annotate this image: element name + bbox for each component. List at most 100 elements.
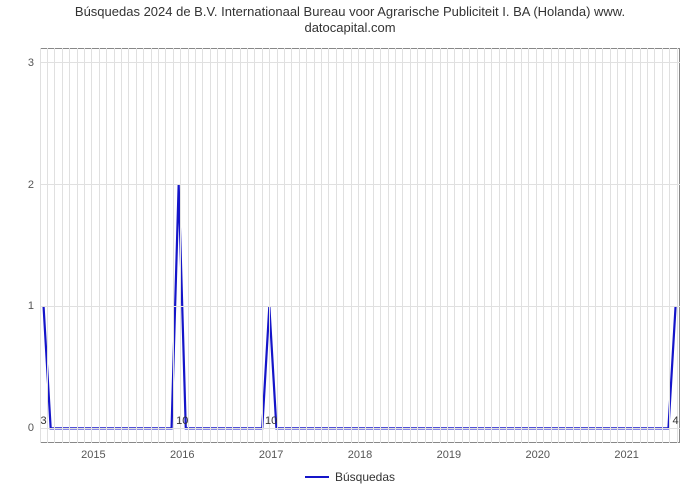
gridline-vertical xyxy=(395,48,396,443)
gridline-vertical xyxy=(514,48,515,443)
gridline-vertical xyxy=(640,48,641,443)
gridline-vertical xyxy=(121,48,122,443)
gridline-vertical xyxy=(580,48,581,443)
gridline-vertical xyxy=(632,48,633,443)
gridline-vertical xyxy=(299,48,300,443)
gridline-vertical xyxy=(499,48,500,443)
x-axis-tick-label: 2016 xyxy=(170,443,194,461)
gridline-vertical xyxy=(573,48,574,443)
gridline-vertical xyxy=(188,48,189,443)
gridline-vertical xyxy=(240,48,241,443)
chart-title: Búsquedas 2024 de B.V. Internationaal Bu… xyxy=(0,4,700,37)
gridline-vertical xyxy=(336,48,337,443)
gridline-vertical xyxy=(617,48,618,443)
gridline-vertical xyxy=(491,48,492,443)
gridline-vertical xyxy=(277,48,278,443)
gridline-vertical xyxy=(388,48,389,443)
gridline-vertical xyxy=(669,48,670,443)
gridline-vertical xyxy=(180,48,181,443)
gridline-vertical xyxy=(328,48,329,443)
gridline-vertical xyxy=(62,48,63,443)
plot-area: 01232015201620172018201920202021310104 xyxy=(40,48,680,443)
gridline-vertical xyxy=(647,48,648,443)
value-label: 10 xyxy=(265,415,277,427)
gridline-vertical xyxy=(602,48,603,443)
gridline-vertical xyxy=(654,48,655,443)
gridline-vertical xyxy=(551,48,552,443)
gridline-vertical xyxy=(380,48,381,443)
gridline-vertical xyxy=(106,48,107,443)
x-axis-tick-label: 2021 xyxy=(614,443,638,461)
gridline-vertical xyxy=(373,48,374,443)
gridline-vertical xyxy=(469,48,470,443)
y-axis-tick-label: 2 xyxy=(28,179,40,191)
value-label: 3 xyxy=(40,415,46,427)
gridline-vertical xyxy=(269,48,270,443)
gridline-vertical xyxy=(151,48,152,443)
gridline-vertical xyxy=(210,48,211,443)
gridline-vertical xyxy=(521,48,522,443)
legend: Búsquedas xyxy=(0,470,700,484)
gridline-vertical xyxy=(677,48,678,443)
legend-label: Búsquedas xyxy=(335,470,395,484)
gridline-vertical xyxy=(202,48,203,443)
gridline-vertical xyxy=(410,48,411,443)
gridline-vertical xyxy=(528,48,529,443)
gridline-vertical xyxy=(565,48,566,443)
gridline-vertical xyxy=(417,48,418,443)
gridline-vertical xyxy=(247,48,248,443)
gridline-vertical xyxy=(595,48,596,443)
gridline-vertical xyxy=(232,48,233,443)
gridline-vertical xyxy=(136,48,137,443)
gridline-vertical xyxy=(69,48,70,443)
gridline-vertical xyxy=(506,48,507,443)
gridline-vertical xyxy=(165,48,166,443)
gridline-vertical xyxy=(447,48,448,443)
y-axis-tick-label: 0 xyxy=(28,422,40,434)
gridline-vertical xyxy=(47,48,48,443)
gridline-vertical xyxy=(225,48,226,443)
x-axis-tick-label: 2017 xyxy=(259,443,283,461)
gridline-vertical xyxy=(77,48,78,443)
x-axis-tick-label: 2015 xyxy=(81,443,105,461)
y-axis-tick-label: 3 xyxy=(28,57,40,69)
gridline-vertical xyxy=(343,48,344,443)
gridline-vertical xyxy=(321,48,322,443)
gridline-vertical xyxy=(314,48,315,443)
gridline-vertical xyxy=(195,48,196,443)
gridline-vertical xyxy=(536,48,537,443)
gridline-vertical xyxy=(402,48,403,443)
gridline-vertical xyxy=(610,48,611,443)
y-axis-tick-label: 1 xyxy=(28,300,40,312)
gridline-vertical xyxy=(484,48,485,443)
gridline-vertical xyxy=(432,48,433,443)
value-label: 10 xyxy=(176,415,188,427)
gridline-vertical xyxy=(588,48,589,443)
value-label: 4 xyxy=(672,415,678,427)
gridline-vertical xyxy=(462,48,463,443)
gridline-vertical xyxy=(454,48,455,443)
gridline-vertical xyxy=(40,48,41,443)
gridline-vertical xyxy=(425,48,426,443)
gridline-vertical xyxy=(351,48,352,443)
gridline-vertical xyxy=(291,48,292,443)
gridline-vertical xyxy=(358,48,359,443)
gridline-vertical xyxy=(54,48,55,443)
x-axis-tick-label: 2019 xyxy=(437,443,461,461)
gridline-vertical xyxy=(84,48,85,443)
gridline-vertical xyxy=(662,48,663,443)
gridline-vertical xyxy=(217,48,218,443)
gridline-vertical xyxy=(440,48,441,443)
gridline-vertical xyxy=(128,48,129,443)
gridline-vertical xyxy=(543,48,544,443)
gridline-vertical xyxy=(365,48,366,443)
gridline-vertical xyxy=(99,48,100,443)
gridline-vertical xyxy=(477,48,478,443)
gridline-vertical xyxy=(558,48,559,443)
gridline-vertical xyxy=(158,48,159,443)
x-axis-tick-label: 2020 xyxy=(526,443,550,461)
gridline-vertical xyxy=(262,48,263,443)
gridline-vertical xyxy=(143,48,144,443)
gridline-vertical xyxy=(114,48,115,443)
gridline-vertical xyxy=(625,48,626,443)
